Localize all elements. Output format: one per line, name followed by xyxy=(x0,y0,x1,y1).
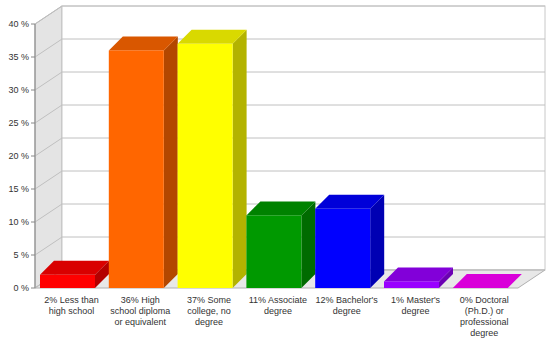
category-label: 12% Bachelor'sdegree xyxy=(316,295,379,316)
bar xyxy=(315,209,370,288)
tick-mark xyxy=(31,90,35,91)
bar-top xyxy=(109,36,178,50)
bar-group xyxy=(178,30,247,288)
bar-side xyxy=(164,36,178,288)
category-label: 1% Master'sdegree xyxy=(391,295,441,316)
bar-group xyxy=(453,274,522,288)
bar xyxy=(384,281,439,288)
bar xyxy=(453,288,508,289)
category-labels: 2% Less thanhigh school 36% Highschool di… xyxy=(44,295,509,338)
y-axis-line xyxy=(35,24,36,288)
bar-group xyxy=(384,267,453,288)
tick-label: 25 % xyxy=(8,118,29,128)
tick-mark xyxy=(31,288,35,289)
tick-label: 15 % xyxy=(8,184,29,194)
tick-mark xyxy=(31,24,35,25)
tick-mark xyxy=(31,123,35,124)
tick-mark xyxy=(31,156,35,157)
bar-side xyxy=(233,30,247,288)
tick-label: 10 % xyxy=(8,217,29,227)
bar-top xyxy=(453,274,522,288)
bar-side xyxy=(301,201,315,288)
category-label: 0% Doctoral(Ph.D.) orprofessionaldegree xyxy=(460,295,509,338)
bar-group xyxy=(315,195,384,288)
category-label: 37% Somecollege, nodegree xyxy=(187,295,231,327)
category-label: 2% Less thanhigh school xyxy=(44,295,99,316)
bar-side xyxy=(370,195,384,288)
tick-mark xyxy=(31,57,35,58)
chart: 0 % 5 % 10 % 15 % 20 % 25 % 30 % 35 % 40 % 2% Les… xyxy=(0,0,550,350)
bar xyxy=(109,50,164,288)
tick-label: 30 % xyxy=(8,85,29,95)
bars xyxy=(40,30,522,288)
bar-top xyxy=(40,261,109,275)
tick-mark xyxy=(31,189,35,190)
tick-mark xyxy=(31,255,35,256)
tick-mark xyxy=(31,222,35,223)
bar-top xyxy=(246,201,315,215)
bar-group xyxy=(40,261,109,288)
grid-line xyxy=(35,6,545,24)
category-label: 11% Associatedegree xyxy=(249,295,307,316)
bar-group xyxy=(109,36,178,288)
bar xyxy=(178,44,233,288)
bar xyxy=(246,215,301,288)
bar-top xyxy=(384,267,453,281)
bar-top xyxy=(315,195,384,209)
bar-top xyxy=(178,30,247,44)
category-label: 36% Highschool diplomaor equivalent xyxy=(110,295,170,327)
tick-label: 20 % xyxy=(8,151,29,161)
bar-group xyxy=(246,201,315,288)
tick-label: 35 % xyxy=(8,52,29,62)
tick-label: 0 % xyxy=(13,283,29,293)
bar xyxy=(40,275,95,288)
tick-label: 40 % xyxy=(8,19,29,29)
tick-label: 5 % xyxy=(13,250,29,260)
